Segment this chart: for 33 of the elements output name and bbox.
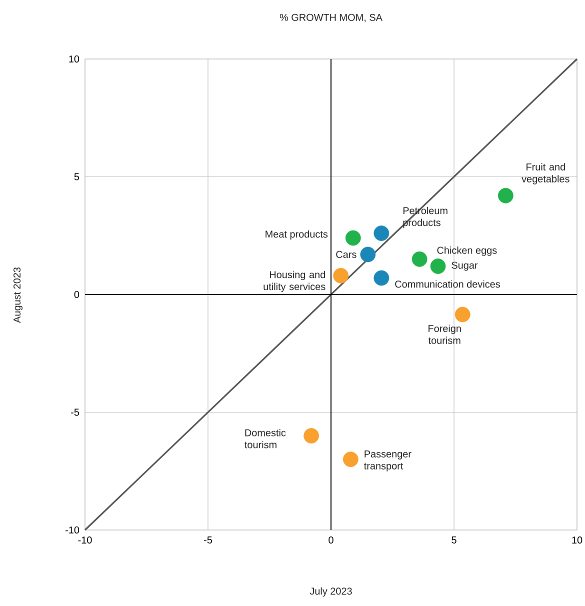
x-tick-label: 10	[572, 536, 582, 544]
y-tick-label: -5	[71, 408, 80, 416]
x-axis-title: July 2023	[310, 587, 352, 597]
point	[342, 452, 358, 468]
point	[412, 251, 428, 267]
point	[333, 268, 349, 284]
y-tick-label: 10	[69, 55, 80, 63]
annotation: Communication devices	[395, 280, 500, 288]
x-tick-label: -5	[204, 536, 212, 544]
y-tick-label: 0	[74, 290, 80, 298]
x-tick-label: 0	[328, 536, 334, 544]
annotation: Domestic tourism	[244, 428, 286, 448]
point	[430, 258, 446, 274]
annotation: Passenger transport	[364, 450, 412, 472]
annotation: Meat products	[266, 230, 328, 240]
point	[304, 428, 320, 444]
annotation: Foreign tourism	[428, 324, 461, 344]
y-axis-title: August 2023	[13, 267, 23, 323]
x-tick-label: 5	[452, 536, 456, 544]
point	[454, 306, 470, 322]
chart-title: % GROWTH MOM, SA	[280, 14, 382, 22]
y-tick-label: -10	[66, 526, 80, 534]
annotation: Sugar	[452, 262, 478, 271]
point	[345, 230, 361, 246]
annotation: Housing and utility services	[264, 270, 326, 292]
point	[374, 270, 390, 286]
y-tick-label: 5	[74, 173, 80, 180]
annotation: Chicken eggs	[437, 246, 497, 256]
point	[374, 226, 390, 241]
annotation: Fruit and vegetables	[522, 163, 570, 184]
point	[498, 188, 514, 204]
point	[360, 246, 376, 262]
annotation: Cars	[336, 250, 356, 258]
